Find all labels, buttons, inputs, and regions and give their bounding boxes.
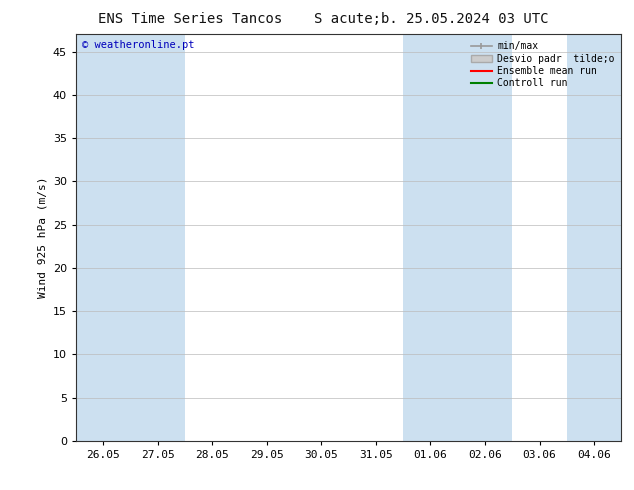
Bar [131,34,185,441]
Legend: min/max, Desvio padr  tilde;o, Ensemble mean run, Controll run: min/max, Desvio padr tilde;o, Ensemble m… [469,39,616,90]
Text: ENS Time Series Tancos: ENS Time Series Tancos [98,12,282,26]
Text: S acute;b. 25.05.2024 03 UTC: S acute;b. 25.05.2024 03 UTC [314,12,548,26]
Bar [76,34,131,441]
Bar [403,34,458,441]
Bar [458,34,512,441]
Bar [567,34,621,441]
Text: © weatheronline.pt: © weatheronline.pt [82,40,194,50]
Y-axis label: Wind 925 hPa (m/s): Wind 925 hPa (m/s) [37,177,48,298]
